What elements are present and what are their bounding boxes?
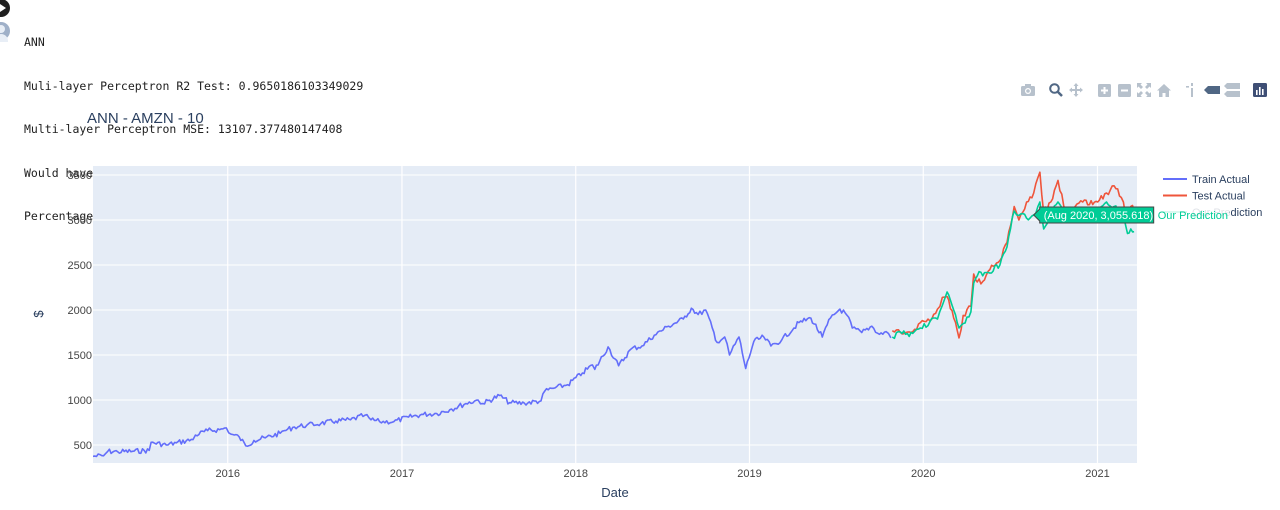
y-axis: 500 1000 1500 2000 2500 3000 3500: [68, 170, 1137, 452]
chart-title: ANN - AMZN - 10: [87, 110, 204, 127]
hover-closest-icon[interactable]: [1202, 82, 1222, 98]
run-cell-icon[interactable]: [0, 0, 10, 17]
y-tick-label: 1500: [68, 350, 92, 362]
tooltip-series-bg: [1155, 206, 1230, 223]
output-line: Multi-layer Perceptron MSE: 13107.377480…: [24, 122, 343, 136]
zoom-out-icon[interactable]: [1114, 82, 1134, 98]
train-actual-line: [93, 307, 892, 458]
plot-area: [93, 166, 1137, 463]
output-line: Muli-layer Perceptron R2 Test: 0.9650186…: [24, 78, 364, 93]
tooltip-series-name: Our Prediction: [1158, 210, 1228, 222]
pan-icon[interactable]: [1066, 82, 1086, 98]
x-tick-label: 2016: [215, 468, 239, 480]
spike-lines-icon[interactable]: [1182, 82, 1202, 98]
tooltip-value: (Aug 2020, 3,055.618): [1044, 210, 1153, 222]
x-tick-label: 2021: [1085, 468, 1109, 480]
x-axis-title: Date: [601, 485, 628, 500]
zoom-in-icon[interactable]: [1094, 82, 1114, 98]
plotly-logo-icon[interactable]: [1250, 82, 1270, 98]
y-tick-label: 3500: [68, 170, 92, 182]
hover-tooltip: (Aug 2020, 3,055.618) Our Prediction: [1032, 206, 1230, 224]
camera-icon[interactable]: [1018, 82, 1038, 98]
x-axis: 2016 2017 2018 2019 2020 2021: [215, 166, 1110, 480]
output-line: ANN: [24, 35, 45, 49]
test-actual-line: [891, 171, 1135, 339]
home-icon[interactable]: [1154, 82, 1174, 98]
y-tick-label: 1000: [68, 395, 92, 407]
zoom-icon[interactable]: [1046, 82, 1066, 98]
x-tick-label: 2019: [737, 468, 761, 480]
legend-item: Train Actual: [1192, 174, 1250, 186]
autoscale-icon[interactable]: [1134, 82, 1154, 98]
hover-compare-icon[interactable]: [1222, 82, 1242, 98]
y-tick-label: 2000: [68, 305, 92, 317]
y-tick-label: 3000: [68, 215, 92, 227]
y-tick-label: 500: [74, 440, 92, 452]
x-tick-label: 2018: [563, 468, 587, 480]
plotly-modebar: [1018, 82, 1270, 98]
tooltip-box: [1032, 206, 1155, 224]
avatar-icon: [0, 22, 10, 42]
y-axis-title: $: [31, 310, 46, 318]
x-tick-label: 2017: [390, 468, 414, 480]
legend-item: Test Actual: [1192, 191, 1245, 203]
y-tick-label: 2500: [68, 260, 92, 272]
x-tick-label: 2020: [911, 468, 935, 480]
